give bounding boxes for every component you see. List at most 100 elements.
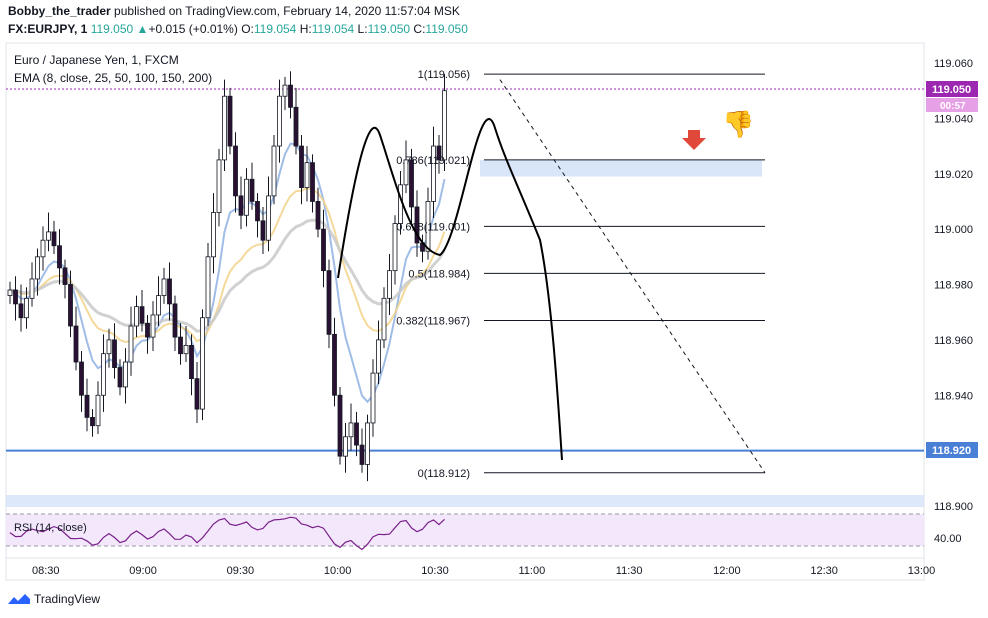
candle-body (40, 239, 46, 258)
time-tick-label: 10:00 (324, 565, 352, 577)
close-label: C: (413, 22, 426, 36)
candle-body (348, 422, 354, 438)
candle (227, 87, 233, 155)
thumbs-down-icon: 👎 (722, 109, 754, 139)
candle-body (310, 162, 315, 202)
price-tick-label: 119.000 (934, 224, 973, 236)
candle (73, 306, 79, 371)
candle (271, 134, 277, 205)
candle-body (128, 325, 134, 363)
candle-body (161, 278, 167, 296)
countdown-label: 00:57 (940, 101, 966, 112)
candle-body (260, 220, 266, 241)
candle-body (227, 95, 233, 147)
candle (62, 259, 68, 299)
tradingview-logo-icon (8, 594, 30, 604)
candle-body (24, 297, 29, 319)
trend-line (499, 79, 766, 474)
candle (194, 362, 200, 423)
fib-level-label: 0.5(118.984) (408, 268, 470, 280)
candle-body (354, 422, 359, 446)
price-tick-label: 118.900 (934, 501, 973, 513)
time-tick-label: 09:00 (129, 565, 157, 577)
candle (244, 168, 249, 227)
candle-body (189, 345, 194, 380)
candle (255, 193, 260, 238)
candle (46, 212, 51, 252)
candle (266, 176, 271, 252)
rsi-line (9, 516, 445, 551)
fib-level-label: 0(118.912) (418, 468, 470, 480)
price-tick-label: 118.980 (934, 280, 973, 292)
legend-instrument: Euro / Japanese Yen, 1, FXCM (14, 53, 179, 67)
level-price-tag (926, 442, 978, 458)
candle (211, 193, 216, 274)
candle (337, 386, 343, 465)
candle-body (123, 361, 128, 388)
candle-body (238, 195, 244, 216)
candle (436, 134, 442, 174)
close-value: 119.050 (425, 22, 468, 36)
candle (310, 154, 315, 213)
candle-body (46, 231, 51, 241)
low-value: 119.050 (367, 22, 411, 36)
candle-body (266, 195, 271, 241)
candle (106, 328, 112, 368)
candle-body (145, 322, 150, 338)
candle-body (167, 278, 172, 305)
candle-body (359, 444, 365, 465)
candle-body (178, 336, 183, 355)
countdown-tag (926, 98, 978, 112)
candle-body (425, 201, 431, 252)
fib-level-label: 1(119.056) (418, 69, 470, 81)
author-name[interactable]: Bobby_the_trader (8, 4, 111, 18)
candle (381, 287, 387, 349)
open-value: 119.054 (253, 22, 297, 36)
candle-body (156, 295, 161, 316)
candle (420, 234, 425, 263)
fib-level-label: 0.382(118.967) (396, 315, 470, 327)
price-tick-label: 119.040 (934, 113, 973, 125)
candle-body (35, 256, 40, 280)
candle (205, 242, 211, 327)
candle-body (62, 267, 68, 285)
fib-level-label: 0.786(119.021) (396, 155, 470, 167)
candle (128, 306, 134, 376)
candle (370, 359, 376, 437)
candle (326, 259, 332, 349)
candle-body (79, 361, 84, 396)
legend-ema: EMA (8, close, 25, 50, 100, 150, 200) (14, 71, 212, 85)
candle (68, 270, 73, 338)
candle (321, 209, 326, 288)
candle-body (90, 416, 95, 427)
candle-body (337, 394, 343, 457)
time-tick-label: 11:00 (519, 565, 546, 577)
candle (222, 79, 227, 171)
candle (359, 428, 365, 473)
candle (365, 414, 370, 482)
candle-body (326, 270, 332, 335)
candle-body (183, 345, 189, 355)
candle (189, 334, 194, 396)
candle-body (244, 178, 249, 216)
candle (7, 281, 13, 304)
candle (29, 262, 35, 307)
candle-body (222, 95, 227, 161)
candle (139, 290, 145, 332)
price-change: +0.015 (+0.01%) (148, 22, 238, 36)
candle-body (57, 245, 62, 269)
candle (90, 409, 95, 437)
candle-body (387, 270, 392, 299)
candle (414, 190, 420, 257)
price-tick-label: 118.940 (934, 390, 973, 402)
candle-body (200, 317, 205, 410)
candle-body (112, 339, 117, 368)
symbol-name[interactable]: FX:EURJPY, 1 (8, 22, 88, 36)
candle (79, 350, 84, 412)
candle (332, 317, 337, 407)
candle (57, 229, 62, 285)
candle (13, 276, 18, 321)
ema-mid-line (9, 187, 446, 344)
tradingview-logo[interactable]: TradingView (8, 592, 100, 606)
